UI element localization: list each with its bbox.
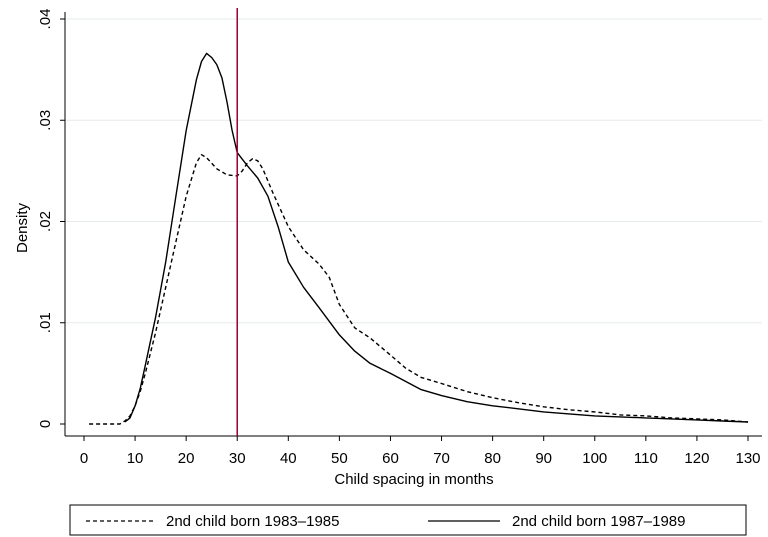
x-tick-label-9: 90 (535, 450, 552, 467)
legend-box (69, 504, 747, 536)
legend-label-1983-1985: 2nd child born 1983–1985 (166, 513, 339, 530)
y-tick-label-4: .04 (37, 9, 54, 30)
series-group (89, 52, 749, 425)
series-line-1983-1985 (89, 154, 749, 425)
x-tick-label-5: 50 (331, 450, 348, 467)
x-tick-label-10: 100 (582, 450, 607, 467)
x-tick-label-6: 60 (382, 450, 399, 467)
x-tick-label-7: 70 (433, 450, 450, 467)
x-axis-ticks: 0 10 20 30 40 50 60 70 80 90 100 110 120 130 (80, 436, 761, 467)
x-tick-label-4: 40 (280, 450, 297, 467)
legend-label-1987-1989: 2nd child born 1987–1989 (512, 513, 685, 530)
x-tick-label-2: 20 (178, 450, 195, 467)
y-tick-label-1: .01 (37, 312, 54, 333)
legend: 2nd child born 1983–1985 2nd child born … (69, 504, 747, 536)
y-tick-label-2: .02 (37, 211, 54, 232)
y-axis-label: Density (14, 202, 31, 253)
x-tick-label-0: 0 (80, 450, 88, 467)
x-tick-label-12: 120 (684, 450, 709, 467)
y-axis-ticks: 0 .01 .02 .03 .04 (37, 9, 65, 428)
x-tick-label-11: 110 (634, 450, 658, 467)
x-tick-label-3: 30 (229, 450, 246, 467)
x-tick-label-13: 130 (735, 450, 760, 467)
x-tick-label-1: 10 (127, 450, 144, 467)
series-line-1987-1989 (124, 52, 749, 423)
x-axis-label: Child spacing in months (334, 471, 493, 488)
y-tick-label-0: 0 (37, 420, 54, 428)
x-tick-label-8: 80 (484, 450, 501, 467)
y-tick-label-3: .03 (37, 110, 54, 131)
